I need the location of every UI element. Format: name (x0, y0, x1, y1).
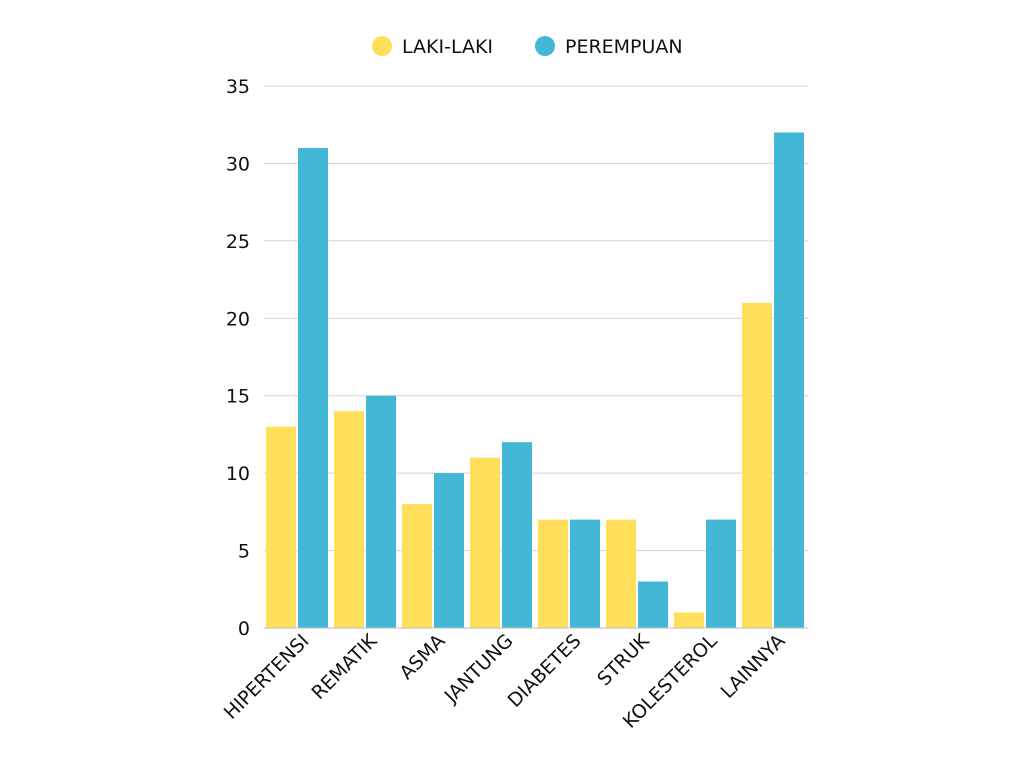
bar-laki-laki-jantung (470, 457, 500, 628)
x-tick-label: ASMA (395, 630, 449, 684)
x-tick-label: HIPERTENSI (220, 630, 314, 724)
y-tick-label: 25 (226, 231, 250, 253)
bar-laki-laki-asma (402, 504, 432, 628)
bar-perempuan-rematik (366, 395, 396, 628)
y-tick-label: 20 (226, 308, 250, 330)
y-tick-label: 35 (226, 76, 250, 98)
y-axis-ticks: 0 5 10 15 20 25 30 35 (226, 76, 250, 640)
x-tick-label: DIABETES (504, 630, 586, 712)
legend-label: PEREMPUAN (565, 36, 683, 58)
legend-swatch (535, 36, 555, 56)
y-tick-label: 10 (226, 463, 250, 485)
bar-laki-laki-lainnya (742, 302, 772, 628)
legend: LAKI-LAKI PEREMPUAN (372, 36, 683, 58)
y-tick-label: 30 (226, 153, 250, 175)
bar-perempuan-struk (638, 581, 668, 628)
y-tick-label: 0 (238, 618, 250, 640)
bar-laki-laki-diabetes (538, 519, 568, 628)
bar-laki-laki-kolesterol (674, 612, 704, 628)
y-tick-label: 15 (226, 386, 250, 408)
bar-laki-laki-struk (606, 519, 636, 628)
x-tick-label: LAINNYA (717, 630, 790, 703)
bars (266, 132, 804, 628)
bar-perempuan-diabetes (570, 519, 600, 628)
x-tick-label: STRUK (593, 630, 654, 691)
bar-perempuan-kolesterol (706, 519, 736, 628)
bar-perempuan-jantung (502, 442, 532, 628)
legend-label: LAKI-LAKI (402, 36, 493, 58)
x-tick-label: REMATIK (307, 630, 381, 704)
bar-laki-laki-hipertensi (266, 426, 296, 628)
y-tick-label: 5 (238, 541, 250, 563)
legend-swatch (372, 36, 392, 56)
bar-perempuan-lainnya (774, 132, 804, 628)
bar-perempuan-asma (434, 473, 464, 628)
bar-laki-laki-rematik (334, 411, 364, 628)
bar-perempuan-hipertensi (298, 147, 328, 628)
